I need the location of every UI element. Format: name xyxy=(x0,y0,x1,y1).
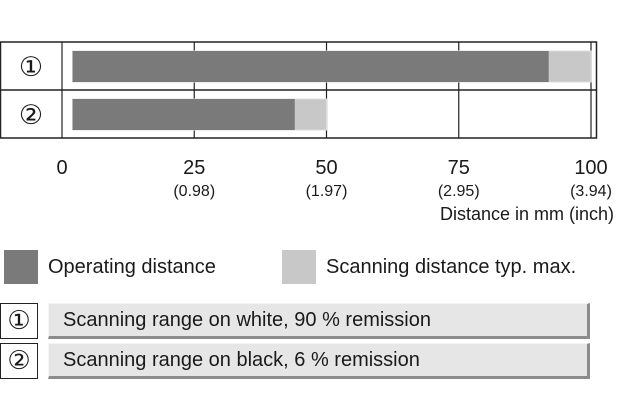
row-label-2: ② xyxy=(19,100,43,131)
x-axis-title: Distance in mm (inch) xyxy=(440,204,614,224)
row-labels: ①② xyxy=(19,52,43,131)
bars xyxy=(72,50,592,131)
note-text-black: Scanning range on black, 6 % remission xyxy=(48,343,590,379)
x-axis-ticks: 0 25 (0.98) 50 (1.97) 75 (2.95) 100 (3.94) xyxy=(56,157,611,200)
x-tick-sublabel: (2.95) xyxy=(438,183,480,200)
note-marker: ② xyxy=(0,343,38,379)
bar-chart: ①② 0 25(0.98)50(1.97)75(2.95)100(3.94) Di… xyxy=(0,41,614,224)
legend-item-scanning: Scanning distance typ. max. xyxy=(282,247,576,287)
x-tick-label: 100 xyxy=(574,157,607,179)
x-tick-sublabel: (1.97) xyxy=(306,183,348,200)
x-tick-label: 25 xyxy=(183,157,205,179)
x-tick-sublabel: (0.98) xyxy=(173,183,215,200)
bar-operating-2 xyxy=(72,99,295,130)
remission-notes: ① Scanning range on white, 90 % remissio… xyxy=(0,303,590,383)
legend-label-operating: Operating distance xyxy=(48,255,216,278)
bar-operating-1 xyxy=(72,51,549,82)
note-text-white: Scanning range on white, 90 % remission xyxy=(48,303,590,339)
note-row-white: ① Scanning range on white, 90 % remissio… xyxy=(0,303,590,339)
plot-frame xyxy=(0,41,598,139)
legend-swatch-operating xyxy=(4,250,38,284)
legend: Operating distance Scanning distance typ… xyxy=(0,247,620,287)
legend-label-scanning: Scanning distance typ. max. xyxy=(326,255,577,278)
x-tick-label: 75 xyxy=(448,157,470,179)
legend-item-operating: Operating distance xyxy=(4,247,216,287)
legend-swatch-scanning xyxy=(282,250,316,284)
row-label-1: ① xyxy=(19,52,43,83)
x-tick-label: 50 xyxy=(315,157,337,179)
x-tick-label: 0 xyxy=(56,157,67,179)
x-tick-sublabel: (3.94) xyxy=(570,183,612,200)
note-marker: ① xyxy=(0,303,38,339)
note-row-black: ② Scanning range on black, 6 % remission xyxy=(0,343,590,379)
